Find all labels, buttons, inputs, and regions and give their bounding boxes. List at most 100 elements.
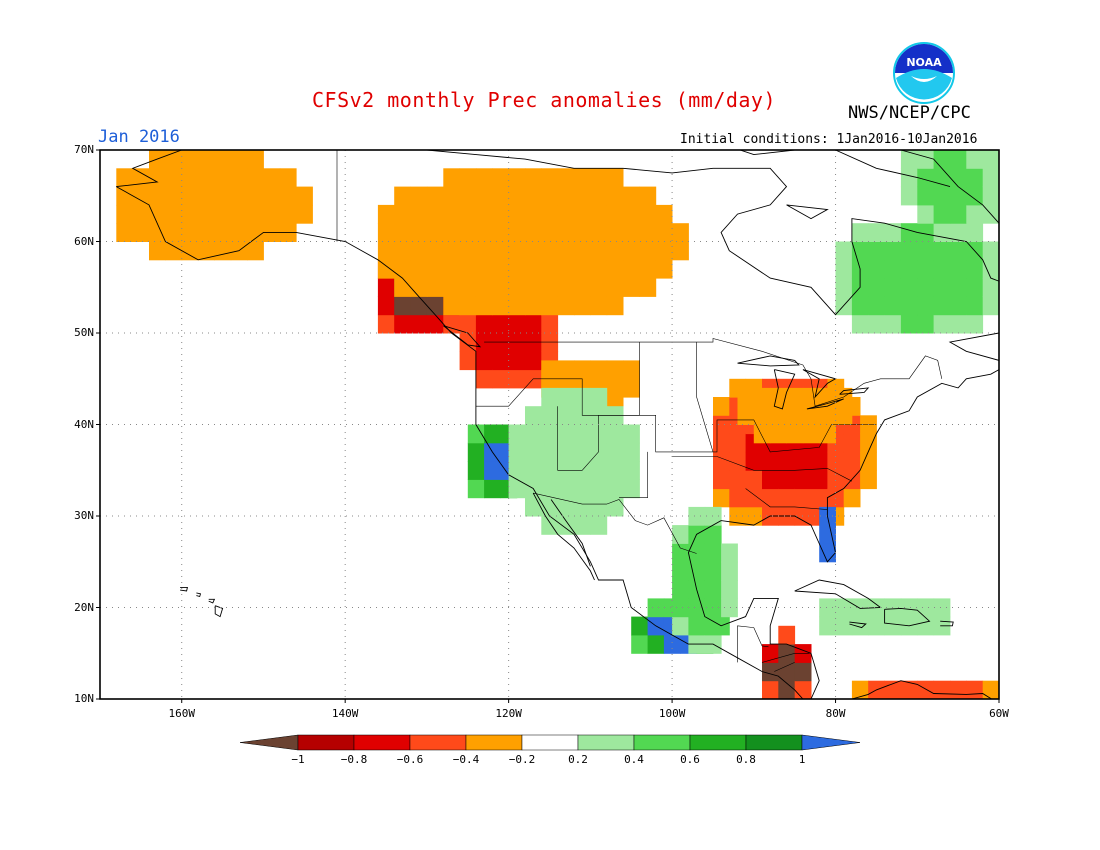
- anomaly-cell: [819, 543, 836, 563]
- anomaly-cell: [982, 680, 999, 699]
- anomaly-cell: [214, 150, 232, 169]
- anomaly-cell: [590, 479, 608, 499]
- anomaly-cell: [377, 314, 395, 334]
- anomaly-cell: [525, 351, 542, 371]
- anomaly-cell: [900, 150, 918, 169]
- anomaly-cell: [541, 259, 559, 279]
- anomaly-cell: [606, 442, 624, 462]
- anomaly-cell: [868, 259, 885, 279]
- lon-label: 140W: [331, 707, 359, 720]
- anomaly-cell: [443, 259, 461, 279]
- anomaly-cell: [541, 461, 559, 480]
- anomaly-cell: [851, 680, 869, 699]
- anomaly-cell: [713, 415, 730, 435]
- anomaly-cell: [966, 168, 984, 188]
- anomaly-cell: [525, 296, 542, 316]
- anomaly-cell: [933, 204, 951, 224]
- anomaly-cell: [729, 470, 747, 490]
- anomaly-cell: [541, 186, 559, 206]
- anomaly-cell: [508, 351, 526, 371]
- lat-label: 40N: [74, 417, 94, 431]
- anomaly-cell: [753, 406, 771, 425]
- anomaly-cell: [884, 296, 902, 316]
- anomaly-cell: [377, 223, 395, 242]
- anomaly-cell: [721, 543, 738, 563]
- anomaly-cell: [819, 525, 836, 544]
- anomaly-cell: [851, 314, 869, 334]
- anomaly-cell: [884, 223, 902, 242]
- anomaly-cell: [508, 442, 526, 462]
- anomaly-cell: [917, 204, 935, 224]
- anomaly-cell: [492, 369, 510, 389]
- anomaly-cell: [623, 241, 640, 261]
- anomaly-cell: [884, 259, 902, 279]
- anomaly-cell: [672, 543, 689, 563]
- anomaly-cell: [753, 424, 771, 444]
- anomaly-cell: [214, 241, 232, 261]
- coastline: [773, 369, 796, 410]
- anomaly-cell: [508, 479, 526, 499]
- anomaly-cell: [688, 616, 706, 636]
- anomaly-cell: [484, 424, 501, 444]
- border-line: [484, 338, 943, 407]
- anomaly-cell: [851, 598, 869, 618]
- anomaly-cell: [459, 168, 477, 188]
- anomaly-cell: [541, 278, 559, 297]
- anomaly-cell: [132, 204, 150, 224]
- anomaly-cell: [900, 241, 918, 261]
- lat-label: 20N: [74, 600, 94, 614]
- anomaly-cell: [426, 259, 444, 279]
- anomaly-cell: [590, 241, 608, 261]
- anomaly-cell: [835, 598, 853, 618]
- anomaly-cell: [149, 168, 166, 188]
- anomaly-cell: [525, 424, 542, 444]
- anomaly-cell: [181, 168, 199, 188]
- anomaly-field: [116, 150, 999, 699]
- coastline: [468, 141, 574, 146]
- anomaly-cell: [410, 296, 428, 316]
- anomaly-cell: [181, 223, 199, 242]
- anomaly-cell: [950, 278, 967, 297]
- anomaly-cell: [508, 369, 526, 389]
- anomaly-cell: [279, 204, 297, 224]
- anomaly-cell: [590, 406, 608, 425]
- anomaly-cell: [165, 223, 183, 242]
- colorbar-tick-label: −0.6: [396, 753, 424, 766]
- anomaly-cell: [557, 278, 575, 297]
- anomaly-cell: [778, 662, 796, 682]
- anomaly-cell: [835, 241, 853, 261]
- anomaly-cell: [459, 204, 477, 224]
- anomaly-cell: [721, 561, 738, 581]
- anomaly-cell: [786, 387, 804, 407]
- anomaly-cell: [492, 259, 510, 279]
- anomaly-cell: [165, 204, 183, 224]
- anomaly-cell: [377, 259, 395, 279]
- anomaly-cell: [827, 488, 845, 508]
- anomaly-cell: [230, 168, 248, 188]
- anomaly-cell: [590, 186, 608, 206]
- anomaly-cell: [729, 433, 747, 453]
- border-line: [737, 625, 769, 663]
- anomaly-cell: [729, 488, 747, 508]
- anomaly-cell: [786, 406, 804, 425]
- anomaly-cell: [770, 424, 787, 444]
- anomaly-cell: [713, 488, 730, 508]
- anomaly-cell: [639, 223, 657, 242]
- anomaly-cell: [868, 314, 885, 334]
- anomaly-cell: [950, 259, 967, 279]
- anomaly-cell: [247, 150, 264, 169]
- colorbar-segment: [409, 734, 467, 751]
- anomaly-cell: [950, 680, 967, 699]
- anomaly-cell: [639, 241, 657, 261]
- anomaly-cell: [541, 516, 559, 535]
- anomaly-cell: [778, 680, 796, 699]
- anomaly-cell: [933, 150, 951, 169]
- anomaly-cell: [214, 186, 232, 206]
- anomaly-cell: [198, 150, 215, 169]
- anomaly-cell: [835, 259, 853, 279]
- anomaly-cell: [982, 168, 999, 188]
- anomaly-cell: [394, 223, 411, 242]
- anomaly-cell: [296, 186, 313, 206]
- border-line: [557, 406, 877, 471]
